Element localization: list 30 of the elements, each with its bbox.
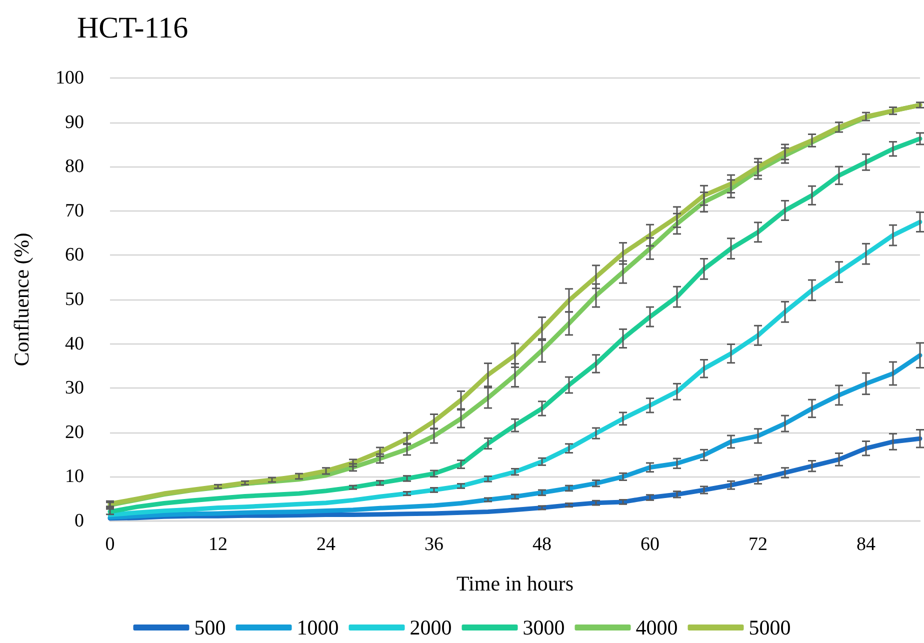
x-tick-label: 72 bbox=[748, 534, 768, 555]
y-tick-label: 70 bbox=[65, 200, 84, 222]
x-tick-label: 36 bbox=[424, 534, 444, 555]
y-tick-label: 20 bbox=[65, 422, 84, 443]
line-series bbox=[108, 220, 922, 518]
x-tick-label: 48 bbox=[532, 534, 552, 555]
legend-label: 5000 bbox=[748, 616, 791, 640]
y-tick-label: 100 bbox=[56, 68, 84, 88]
x-tick-label: 84 bbox=[856, 534, 876, 555]
y-tick-label: 10 bbox=[65, 466, 84, 488]
x-tick-label: 60 bbox=[640, 534, 660, 555]
y-tick-label: 0 bbox=[74, 510, 84, 532]
y-axis-title: Confluence (%) bbox=[10, 232, 34, 366]
legend-label: 1000 bbox=[296, 616, 339, 640]
legend-label: 500 bbox=[194, 616, 226, 640]
line-series bbox=[108, 353, 922, 520]
legend-label: 2000 bbox=[410, 616, 452, 640]
y-tick-label: 50 bbox=[65, 289, 84, 310]
chart-title: HCT-116 bbox=[77, 12, 188, 44]
y-tick-label: 30 bbox=[65, 378, 84, 399]
y-tick-label: 80 bbox=[65, 156, 84, 178]
x-axis-title: Time in hours bbox=[456, 572, 574, 596]
x-tick-label: 24 bbox=[316, 534, 336, 555]
legend-label: 4000 bbox=[636, 616, 678, 640]
y-tick-label: 90 bbox=[65, 112, 84, 133]
y-tick-label: 40 bbox=[65, 333, 84, 354]
y-tick-label: 60 bbox=[65, 244, 84, 266]
x-tick-label: 12 bbox=[208, 534, 228, 555]
legend-label: 3000 bbox=[522, 616, 565, 640]
x-tick-label: 0 bbox=[105, 534, 115, 555]
